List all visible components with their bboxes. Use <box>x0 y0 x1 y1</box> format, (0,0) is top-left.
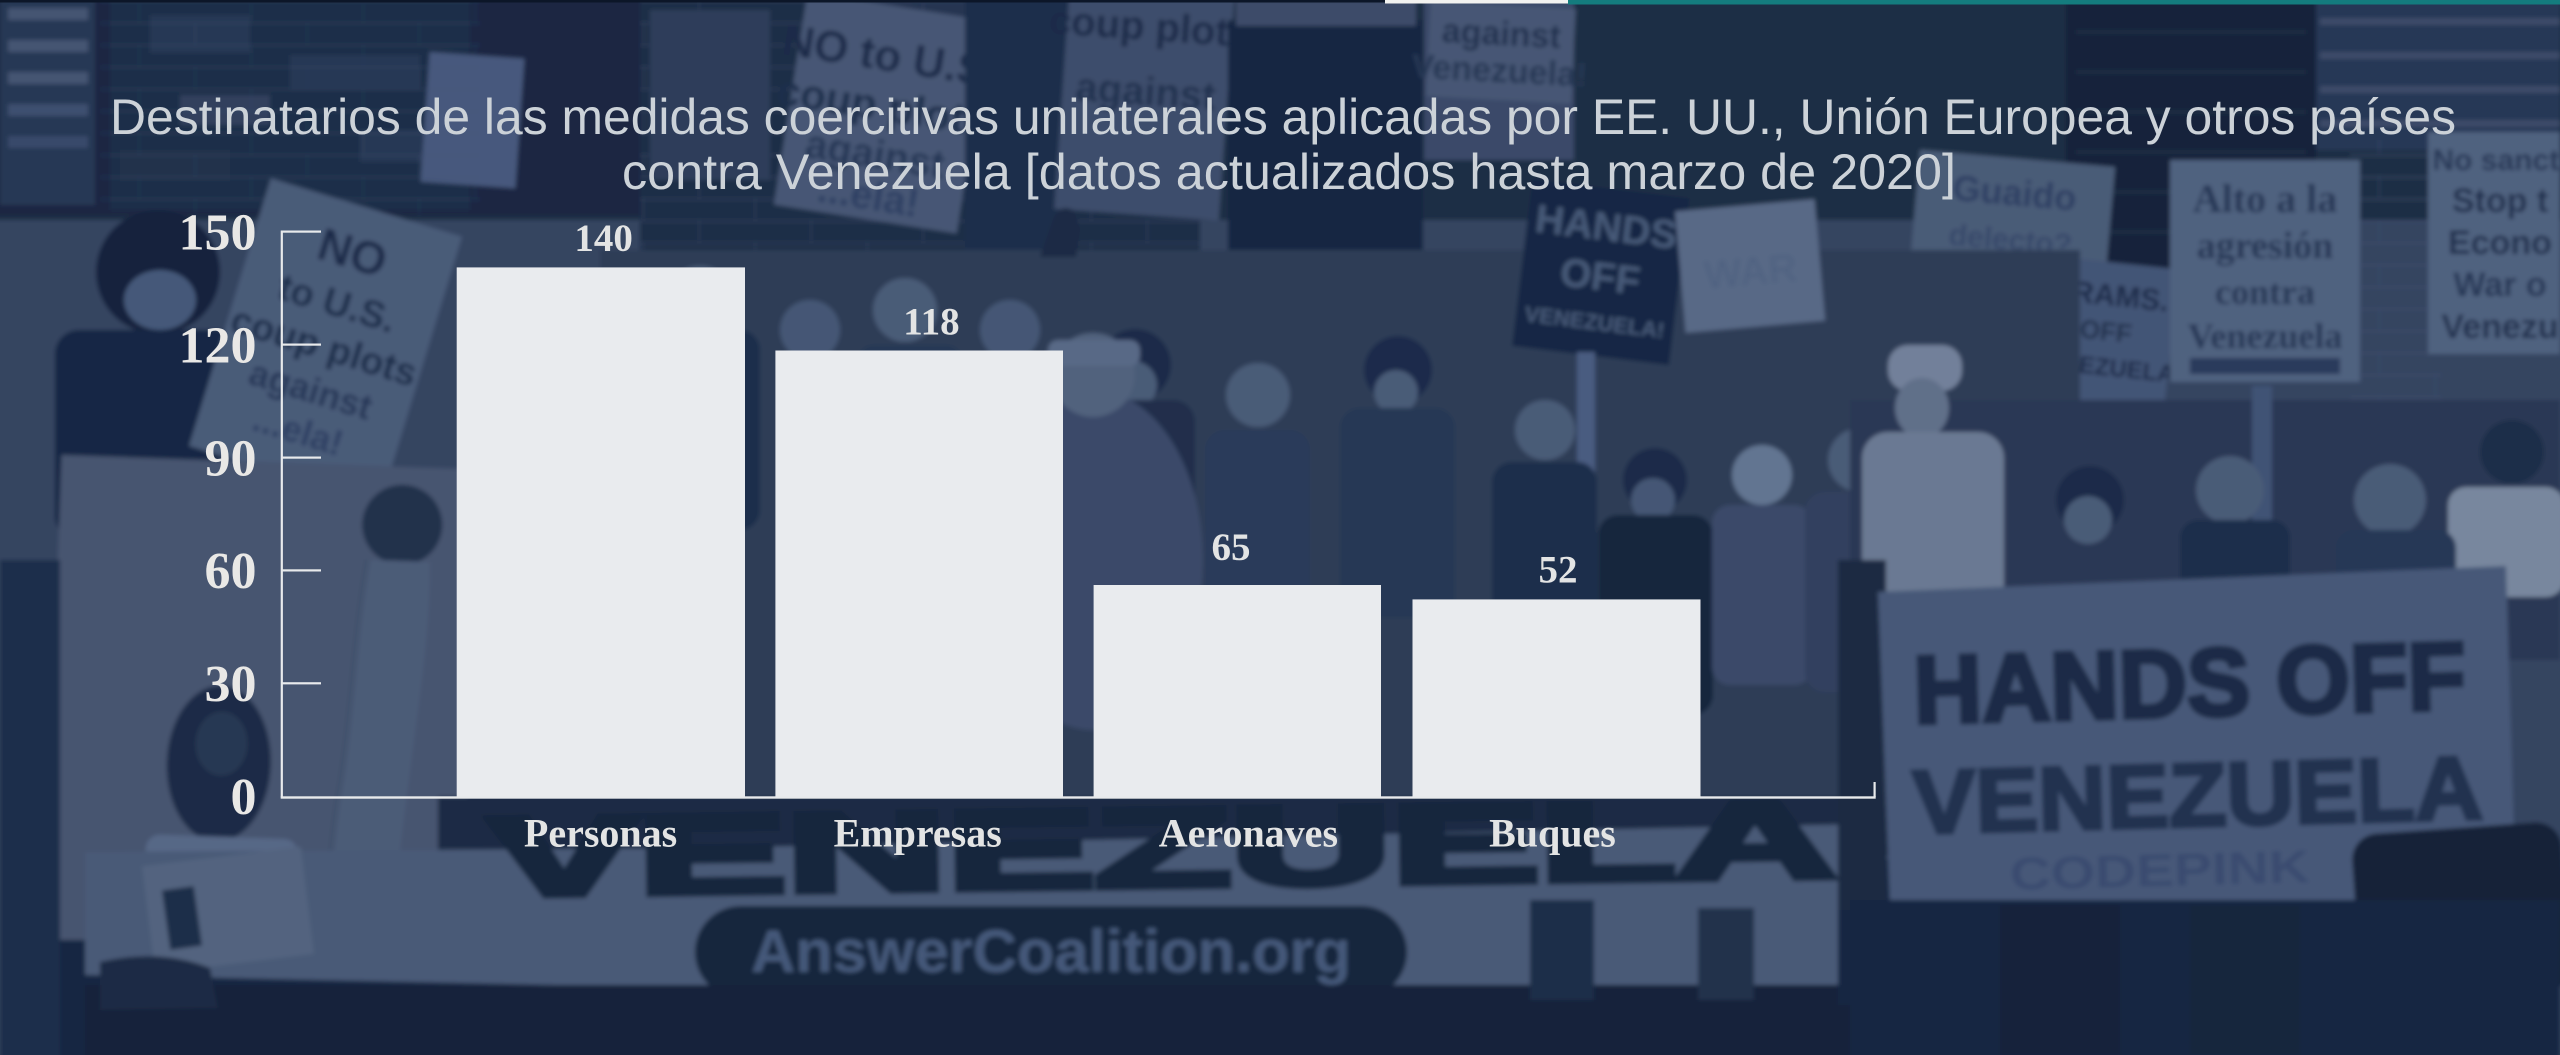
svg-text:150: 150 <box>179 205 257 262</box>
svg-text:90: 90 <box>205 430 257 487</box>
svg-text:Aeronaves: Aeronaves <box>1159 811 1338 856</box>
svg-text:Buques: Buques <box>1489 811 1616 856</box>
svg-text:0: 0 <box>231 769 257 826</box>
svg-text:contra Venezuela [datos actual: contra Venezuela [datos actualizados has… <box>622 144 1956 200</box>
svg-text:Personas: Personas <box>524 811 677 856</box>
svg-text:60: 60 <box>205 543 257 600</box>
svg-text:120: 120 <box>179 317 257 374</box>
svg-text:118: 118 <box>903 301 959 344</box>
svg-text:Destinatarios de las medidas c: Destinatarios de las medidas coercitivas… <box>110 89 2456 145</box>
svg-text:30: 30 <box>205 656 257 713</box>
svg-text:140: 140 <box>574 217 633 260</box>
svg-text:Empresas: Empresas <box>834 811 1002 856</box>
svg-text:65: 65 <box>1212 526 1251 569</box>
svg-text:52: 52 <box>1539 548 1578 591</box>
